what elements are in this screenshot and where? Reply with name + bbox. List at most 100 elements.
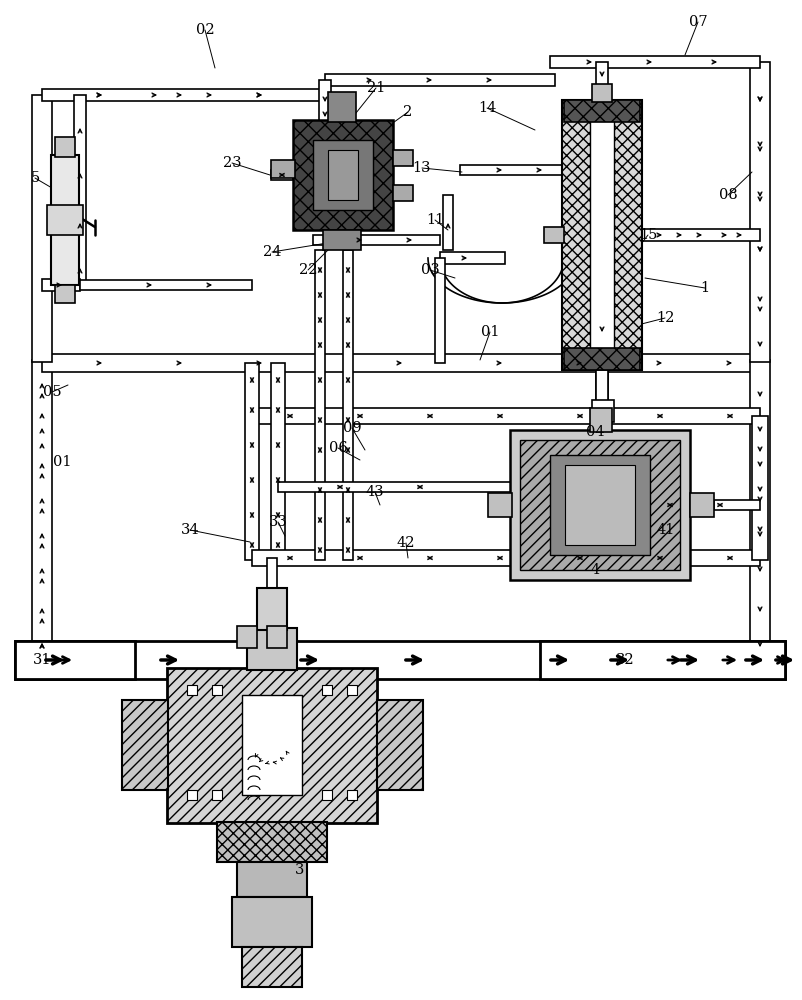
Text: 1: 1 bbox=[699, 281, 709, 295]
Text: 34: 34 bbox=[180, 523, 199, 537]
Bar bbox=[509, 430, 689, 580]
Bar bbox=[561, 100, 642, 370]
Text: 01: 01 bbox=[53, 455, 71, 469]
Bar bbox=[257, 588, 286, 630]
Bar bbox=[277, 482, 599, 492]
Bar bbox=[32, 95, 52, 362]
Bar bbox=[293, 120, 392, 230]
Text: 02: 02 bbox=[196, 23, 214, 37]
Bar bbox=[270, 363, 285, 560]
Bar bbox=[267, 626, 286, 648]
Bar bbox=[74, 95, 86, 285]
Bar bbox=[55, 137, 75, 157]
Bar bbox=[232, 897, 312, 947]
Bar bbox=[595, 62, 607, 100]
Bar bbox=[751, 416, 767, 560]
Text: 11: 11 bbox=[425, 213, 444, 227]
Text: 08: 08 bbox=[718, 188, 736, 202]
Bar bbox=[520, 440, 679, 570]
Bar bbox=[322, 685, 331, 695]
Bar bbox=[42, 89, 325, 101]
Bar bbox=[376, 700, 423, 790]
Bar bbox=[563, 100, 639, 122]
Bar bbox=[42, 279, 80, 291]
Bar bbox=[270, 160, 294, 178]
Bar bbox=[212, 685, 221, 695]
Text: 12: 12 bbox=[655, 311, 674, 325]
Bar bbox=[15, 641, 784, 679]
Bar bbox=[267, 588, 277, 628]
Bar bbox=[252, 408, 759, 424]
Bar bbox=[749, 62, 769, 362]
Bar bbox=[51, 155, 79, 285]
Bar bbox=[595, 370, 607, 415]
Bar bbox=[217, 822, 326, 862]
Bar bbox=[327, 150, 358, 200]
Bar bbox=[594, 487, 604, 560]
Bar bbox=[460, 165, 565, 175]
Bar bbox=[749, 360, 769, 665]
Bar bbox=[549, 455, 649, 555]
Bar bbox=[237, 862, 306, 897]
Text: 03: 03 bbox=[420, 263, 439, 277]
Text: 04: 04 bbox=[585, 425, 604, 439]
Text: 33: 33 bbox=[269, 515, 287, 529]
Text: 13: 13 bbox=[412, 161, 431, 175]
Bar bbox=[252, 550, 759, 566]
Text: 14: 14 bbox=[477, 101, 496, 115]
Bar bbox=[342, 250, 353, 560]
Text: 43: 43 bbox=[365, 485, 384, 499]
Text: 31: 31 bbox=[33, 653, 51, 667]
Text: 15: 15 bbox=[638, 228, 656, 242]
Bar bbox=[591, 400, 614, 422]
Text: 41: 41 bbox=[656, 523, 674, 537]
Bar bbox=[549, 56, 759, 68]
Text: 06: 06 bbox=[328, 441, 347, 455]
Bar bbox=[80, 280, 252, 290]
Bar bbox=[237, 626, 257, 648]
Bar bbox=[47, 205, 83, 235]
Bar bbox=[15, 641, 135, 679]
Bar bbox=[443, 195, 452, 250]
Text: 3: 3 bbox=[295, 863, 304, 877]
Text: 07: 07 bbox=[688, 15, 707, 29]
Text: 01: 01 bbox=[480, 325, 499, 339]
Bar bbox=[589, 105, 614, 365]
Bar bbox=[539, 641, 784, 679]
Bar bbox=[327, 92, 355, 122]
Bar bbox=[642, 229, 759, 241]
Bar bbox=[689, 493, 713, 517]
Bar bbox=[313, 140, 373, 210]
Text: 05: 05 bbox=[43, 385, 61, 399]
Bar bbox=[565, 465, 634, 545]
Bar bbox=[313, 235, 439, 245]
Bar bbox=[589, 408, 611, 432]
Bar bbox=[318, 80, 330, 130]
Text: 32: 32 bbox=[615, 653, 634, 667]
Bar bbox=[563, 348, 639, 370]
Text: 5: 5 bbox=[30, 171, 39, 185]
Bar bbox=[591, 84, 611, 102]
Bar bbox=[439, 252, 504, 264]
Bar bbox=[55, 285, 75, 303]
Bar bbox=[212, 790, 221, 800]
Bar bbox=[346, 685, 357, 695]
Text: 23: 23 bbox=[222, 156, 241, 170]
Bar bbox=[314, 250, 325, 560]
Bar bbox=[32, 360, 52, 660]
Text: 2: 2 bbox=[403, 105, 412, 119]
Bar bbox=[122, 700, 168, 790]
Bar bbox=[187, 685, 196, 695]
Bar bbox=[187, 790, 196, 800]
Bar bbox=[267, 558, 277, 588]
Bar bbox=[245, 363, 259, 560]
Text: 42: 42 bbox=[396, 536, 415, 550]
Bar bbox=[435, 258, 444, 363]
Bar bbox=[392, 150, 412, 166]
Bar bbox=[325, 74, 554, 86]
Text: 09: 09 bbox=[342, 421, 361, 435]
Text: 24: 24 bbox=[262, 245, 281, 259]
Bar bbox=[595, 363, 607, 415]
Bar bbox=[322, 230, 361, 250]
Bar bbox=[241, 695, 302, 795]
